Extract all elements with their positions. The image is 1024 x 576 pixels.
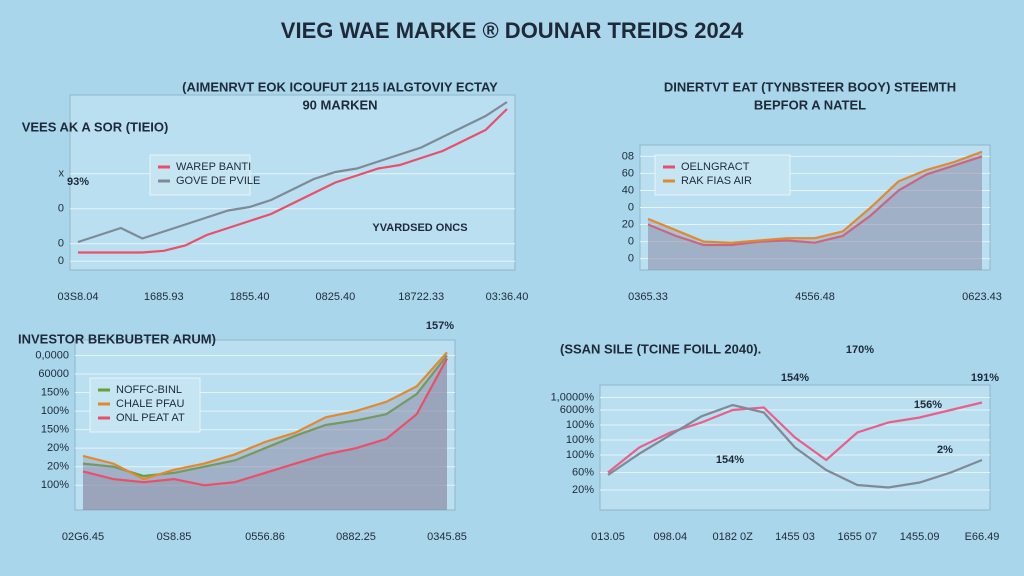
x-tick-label: 0365.33 — [628, 291, 668, 303]
y-tick-label: 20% — [47, 461, 69, 473]
y-tick-label: 20% — [572, 484, 594, 496]
area — [648, 156, 982, 270]
y-tick-label: 20% — [47, 442, 69, 454]
chart-title: DINERTVT EAT (TYNBSTEER BOOY) STEEMTH — [664, 79, 956, 94]
x-tick-label: 0882.25 — [336, 531, 376, 543]
y-tick-label: 0 — [58, 238, 64, 250]
line — [607, 401, 983, 474]
annotation: YVARDSED ONCS — [372, 222, 467, 234]
y-tick-label: 0 — [58, 203, 64, 215]
x-tick-label: 4556.48 — [795, 291, 835, 303]
x-tick-label: 013.05 — [591, 531, 625, 543]
legend-label: OELNGRACT — [681, 161, 750, 173]
legend-label: WAREP BANTI — [176, 161, 251, 173]
x-tick-label: 1855.40 — [230, 291, 270, 303]
line — [82, 354, 448, 478]
x-tick-label: 0623.43 — [962, 291, 1002, 303]
y-tick-label: 100% — [566, 419, 594, 431]
chart-title: BEPFOR A NATEL — [754, 97, 866, 112]
legend-label: ONL PEAT AT — [116, 412, 185, 424]
x-tick-label: 0182 0Z — [712, 531, 753, 543]
x-tick-label: 0345.85 — [427, 531, 467, 543]
legend-label: GOVE DE PVILE — [176, 175, 260, 187]
x-tick-label: 18722.33 — [398, 291, 444, 303]
plot-area — [69, 94, 516, 271]
annotation: 156% — [914, 399, 942, 411]
chart-title: (SSAN SILE (TCINE FOILL 2040). — [560, 341, 761, 356]
annotation: 2% — [937, 444, 953, 456]
y-tick-label: 20 — [622, 218, 634, 230]
annotation: 154% — [716, 454, 744, 466]
x-tick-label: 1655 07 — [837, 531, 877, 543]
legend-box — [149, 154, 251, 196]
area — [648, 151, 982, 270]
line — [647, 155, 983, 247]
annotation: 170% — [846, 344, 874, 356]
y-tick-label: 0 — [628, 253, 634, 265]
x-tick-label: 03:36.40 — [486, 291, 529, 303]
y-tick-label: 150% — [41, 386, 69, 398]
legend-label: CHALE PFAU — [116, 398, 185, 410]
line — [82, 357, 448, 487]
y-axis-label: VEES AK A SOR (TIEIO) — [22, 119, 169, 134]
y-tick-label: x — [59, 168, 65, 180]
y-tick-label: 40 — [622, 184, 634, 196]
x-tick-label: 1455 03 — [775, 531, 815, 543]
legend-box — [654, 154, 791, 196]
x-tick-label: 03S8.04 — [58, 291, 99, 303]
legend-label: RAK FIAS AIR — [681, 175, 752, 187]
y-tick-label: 100% — [566, 449, 594, 461]
area — [83, 358, 447, 510]
y-tick-label: 0 — [628, 235, 634, 247]
line — [78, 108, 508, 254]
y-tick-label: 08 — [622, 150, 634, 162]
line — [647, 150, 983, 244]
x-tick-label: 0S8.85 — [157, 531, 192, 543]
x-tick-label: E66.49 — [965, 531, 1000, 543]
chart-title: 90 MARKEN — [302, 97, 377, 112]
chart-title: INVESTOR BEKBUBTER ARUM) — [18, 331, 216, 346]
annotation: 154% — [781, 372, 809, 384]
y-tick-label: 100% — [41, 405, 69, 417]
x-tick-label: 0825.40 — [316, 291, 356, 303]
y-tick-label: 100% — [41, 479, 69, 491]
line — [77, 101, 508, 244]
chart-title: (AIMENRVT EOK ICOUFUT 2115 IALGTOVIY ECT… — [182, 79, 498, 94]
y-tick-label: 1,0000% — [551, 391, 595, 403]
y-tick-label: 60000 — [38, 368, 69, 380]
y-tick-label: 0 — [58, 255, 64, 267]
x-tick-label: 1455.09 — [900, 531, 940, 543]
annotation: 191% — [971, 372, 999, 384]
area — [83, 355, 447, 510]
legend-label: NOFFC-BINL — [116, 384, 182, 396]
y-tick-label: 6000% — [560, 404, 594, 416]
page-title: VIEG WAE MARKE ® DOUNAR TREIDS 2024 — [281, 18, 744, 43]
y-tick-label: 0 — [628, 201, 634, 213]
y-tick-label: 0,0000 — [35, 349, 69, 361]
x-tick-label: 098.04 — [654, 531, 688, 543]
x-tick-label: 0556.86 — [245, 531, 285, 543]
x-tick-label: 1685.93 — [144, 291, 184, 303]
y-tick-label: 150% — [41, 424, 69, 436]
line — [607, 403, 983, 489]
annotation: 93% — [67, 176, 89, 188]
annotation: 157% — [426, 320, 454, 332]
line — [82, 351, 448, 481]
y-tick-label: 60% — [572, 466, 594, 478]
y-tick-label: 100% — [566, 434, 594, 446]
y-tick-label: 60 — [622, 167, 634, 179]
x-tick-label: 02G6.45 — [62, 531, 104, 543]
